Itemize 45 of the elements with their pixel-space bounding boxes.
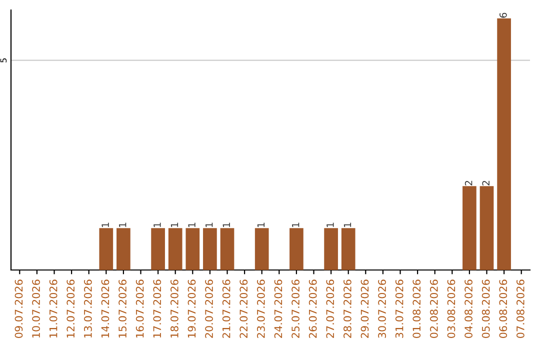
x-tick-label: 06.08.2026 [499,280,508,338]
x-tick-label: 09.07.2026 [14,280,23,338]
data-label: 1 [206,222,213,227]
x-tick-label: 15.07.2026 [118,280,126,338]
data-label: 1 [292,222,300,227]
x-tick-label: 23.07.2026 [256,280,265,338]
x-tick-label: 04.08.2026 [464,280,472,338]
x-tick-label: 22.07.2026 [240,280,248,338]
x-tick-label: 11.07.2026 [49,280,58,338]
data-label: 1 [344,222,352,227]
x-tick-label: 02.08.2026 [430,280,438,338]
x-tick-label: 29.07.2026 [360,280,369,338]
x-tick-label: 05.08.2026 [482,280,490,338]
x-tick-label: 16.07.2026 [136,280,144,338]
x-tick-label: 28.07.2026 [343,280,352,338]
x-tick-label: 01.08.2026 [412,280,421,338]
x-tick-label: 03.08.2026 [447,280,456,338]
x-tick-label: 24.07.2026 [274,280,282,338]
data-label: 1 [102,222,109,227]
data-label: 1 [222,222,230,227]
data-label: 1 [119,222,126,227]
data-label: 2 [464,180,472,186]
x-tick-label: 30.07.2026 [378,280,386,338]
x-tick-label: 17.07.2026 [153,280,162,338]
x-tick-label: 07.08.2026 [516,280,524,338]
data-label: 6 [500,12,507,18]
x-tick-label: 21.07.2026 [222,280,230,338]
data-label: 1 [188,222,196,227]
x-tick-label: 12.07.2026 [66,280,75,338]
data-label: 1 [257,222,265,227]
data-label: 1 [326,222,334,227]
x-tick-label: 27.07.2026 [326,280,334,338]
x-tick-label: 13.07.2026 [84,280,92,338]
x-tick-label: 26.07.2026 [308,280,317,338]
x-tick-label: 20.07.2026 [205,280,213,338]
x-tick-label: 18.07.2026 [170,280,178,338]
x-tick-label: 10.07.2026 [32,280,40,338]
x-tick-label: 19.07.2026 [188,280,196,338]
data-label: 2 [482,180,490,186]
x-tick-label: 25.07.2026 [292,280,300,338]
data-label: 1 [170,222,178,227]
x-tick-label: 14.07.2026 [101,280,110,338]
data-label: 1 [154,222,161,227]
x-tick-label: 31.07.2026 [395,280,404,338]
y-tick-label: 5 [0,58,7,62]
